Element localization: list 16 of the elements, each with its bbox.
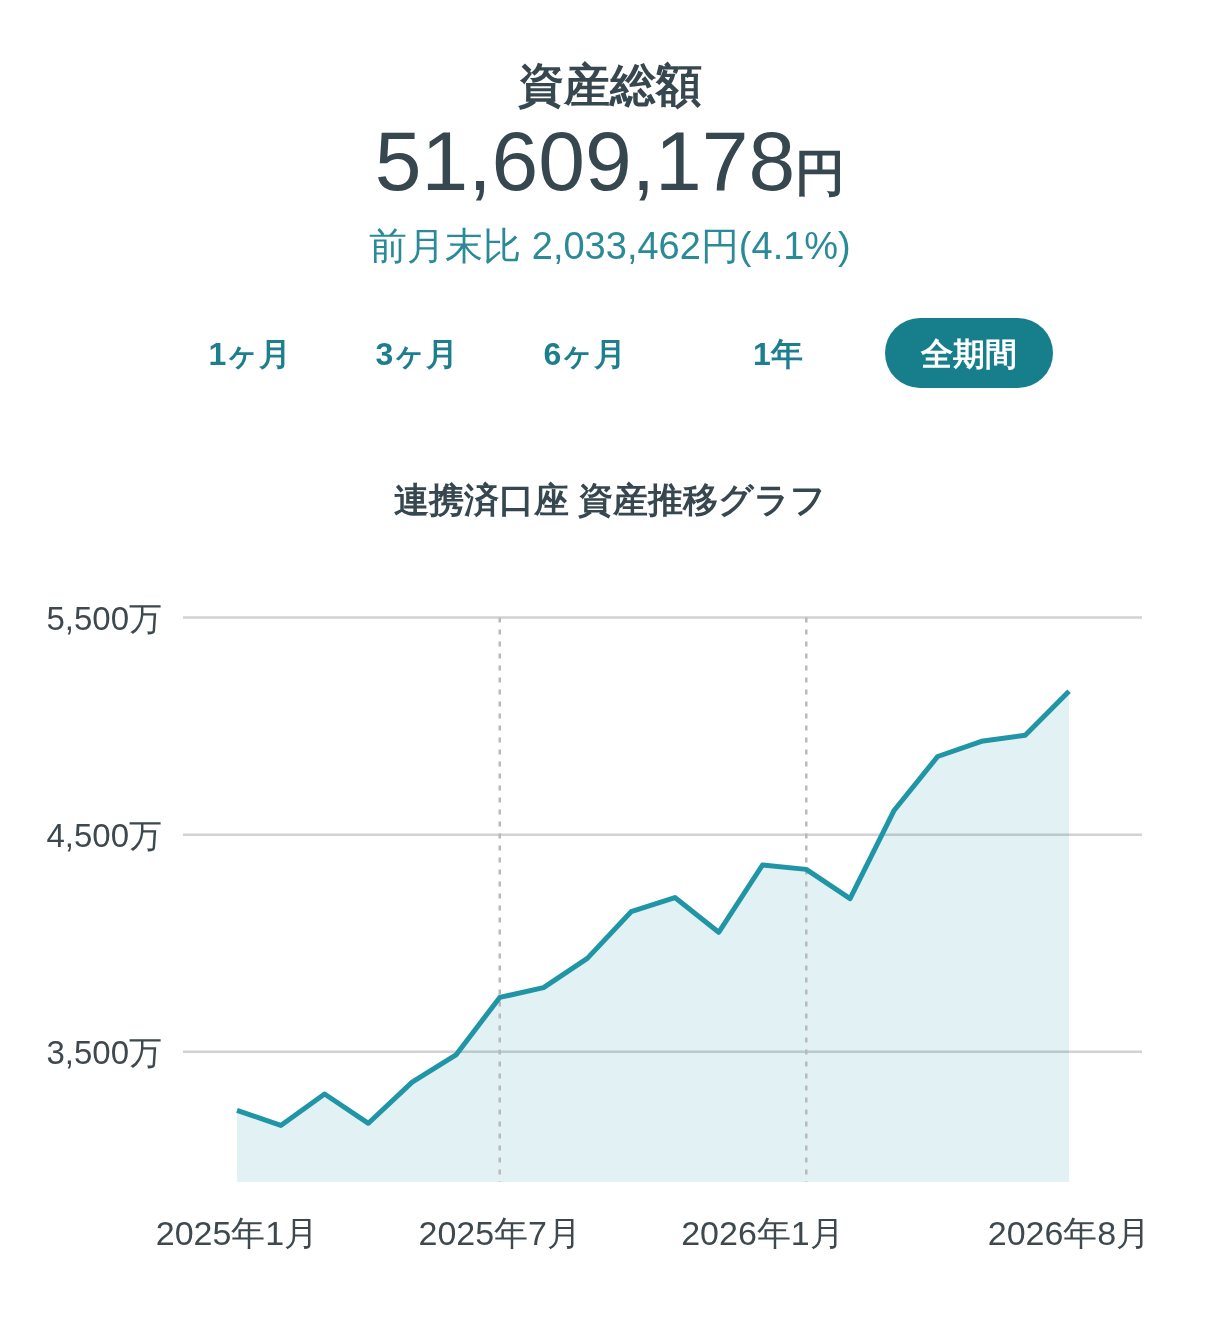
chart-title: 連携済口座 資産推移グラフ — [393, 480, 827, 519]
x-tick-label: 2025年1月 — [155, 1214, 319, 1252]
x-tick-label: 2025年7月 — [418, 1214, 582, 1252]
y-tick-label: 3,500万 — [46, 1033, 162, 1071]
button-label: 1ヶ月 — [208, 336, 292, 372]
button-label: 6ヶ月 — [543, 336, 627, 372]
button-label: 全期間 — [921, 336, 1017, 372]
text: 51,609,178円 — [374, 114, 846, 208]
x-tick-label: 2026年1月 — [681, 1214, 844, 1252]
y-tick-label: 5,500万 — [46, 599, 162, 637]
y-tick-label: 4,500万 — [46, 816, 162, 854]
text: 前月末比 2,033,462円(4.1%) — [369, 225, 851, 267]
button-label: 3ヶ月 — [375, 336, 459, 372]
text: 資産総額 — [518, 59, 702, 111]
x-tick-label: 2026年8月 — [987, 1214, 1151, 1252]
button-label: 1年 — [753, 336, 803, 372]
